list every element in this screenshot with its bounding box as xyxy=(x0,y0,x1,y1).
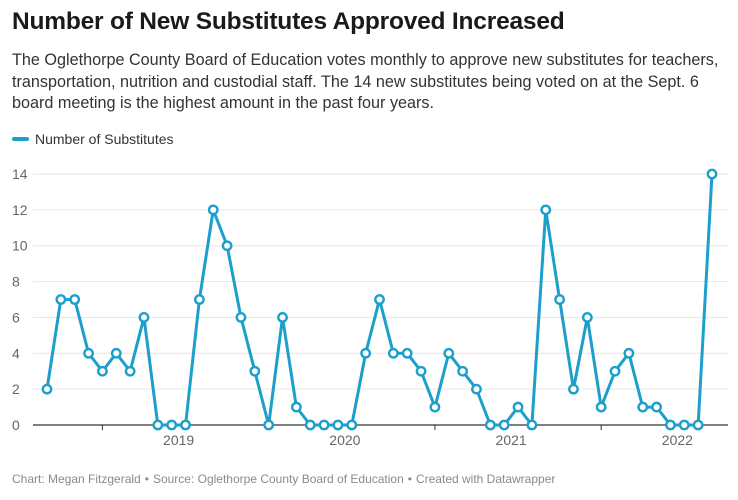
data-point xyxy=(207,204,219,216)
data-point xyxy=(221,240,233,252)
footer-credit: Chart: Megan Fitzgerald xyxy=(12,472,141,486)
data-point xyxy=(374,294,385,305)
data-point xyxy=(235,312,247,323)
legend: Number of Substitutes xyxy=(12,130,174,148)
data-point xyxy=(581,312,593,323)
data-point xyxy=(429,401,441,413)
line-chart: 0 2 4 6 8 10 12 14 2019 2020 2021 2022 xyxy=(12,166,728,448)
data-point xyxy=(401,347,413,359)
data-point xyxy=(138,312,150,323)
data-point xyxy=(290,401,302,413)
x-tick-label: 2021 xyxy=(496,432,527,448)
data-point xyxy=(55,294,67,305)
data-point xyxy=(484,419,496,431)
data-point xyxy=(609,365,621,377)
data-point xyxy=(318,419,330,431)
data-point xyxy=(443,347,455,359)
footer: Chart: Megan Fitzgerald • Source: Oglethor… xyxy=(12,472,555,486)
data-point xyxy=(166,419,178,431)
y-tick-label: 12 xyxy=(12,202,28,218)
x-tick-label: 2022 xyxy=(662,432,693,448)
data-point xyxy=(637,401,649,413)
data-point xyxy=(457,365,469,377)
data-point xyxy=(471,383,482,395)
data-point xyxy=(498,419,510,431)
data-point xyxy=(554,294,566,305)
data-point xyxy=(97,365,108,377)
data-points xyxy=(41,168,718,431)
data-point xyxy=(41,383,53,395)
x-tick-label: 2019 xyxy=(163,432,194,448)
y-tick-label: 4 xyxy=(12,345,20,361)
data-point xyxy=(277,312,288,323)
data-point xyxy=(332,419,344,431)
data-point xyxy=(387,347,399,359)
footer-separator: • xyxy=(144,472,149,486)
x-tick-label: 2020 xyxy=(329,432,360,448)
data-point xyxy=(193,294,205,305)
footer-source: Source: Oglethorpe County Board of Educa… xyxy=(152,472,404,486)
data-point xyxy=(623,347,635,359)
y-tick-label: 6 xyxy=(12,309,20,325)
footer-separator: • xyxy=(407,472,412,486)
data-point xyxy=(678,419,690,431)
y-tick-label: 14 xyxy=(12,166,28,182)
y-tick-label: 2 xyxy=(12,381,20,397)
data-point xyxy=(110,347,122,359)
x-axis-ticks: 2019 2020 2021 2022 xyxy=(101,425,693,448)
data-point xyxy=(665,419,676,431)
data-point xyxy=(415,365,427,377)
data-point xyxy=(526,419,538,431)
data-point xyxy=(83,347,94,359)
chart-title: Number of New Substitutes Approved Incre… xyxy=(12,8,565,35)
data-point xyxy=(249,365,261,377)
footer-tool: Created with Datawrapper xyxy=(415,472,556,486)
y-tick-label: 8 xyxy=(12,274,20,290)
data-point xyxy=(69,294,81,305)
y-tick-label: 0 xyxy=(12,417,20,433)
y-axis-ticks: 0 2 4 6 8 10 12 14 xyxy=(12,166,28,433)
data-point xyxy=(152,419,164,431)
data-point xyxy=(180,419,191,431)
data-point xyxy=(651,401,662,413)
y-tick-label: 10 xyxy=(12,238,28,254)
legend-label: Number of Substitutes xyxy=(35,131,174,147)
data-point xyxy=(263,419,275,431)
data-point xyxy=(595,401,607,413)
data-point xyxy=(360,347,372,359)
legend-swatch xyxy=(12,137,29,141)
data-point xyxy=(568,383,579,395)
data-point xyxy=(706,168,718,180)
chart-subtitle: The Oglethorpe County Board of Education… xyxy=(12,51,719,112)
data-point xyxy=(346,419,358,431)
data-point xyxy=(540,204,552,216)
data-point xyxy=(692,419,704,431)
data-point xyxy=(512,401,524,413)
data-point xyxy=(124,365,136,377)
data-point xyxy=(304,419,316,431)
